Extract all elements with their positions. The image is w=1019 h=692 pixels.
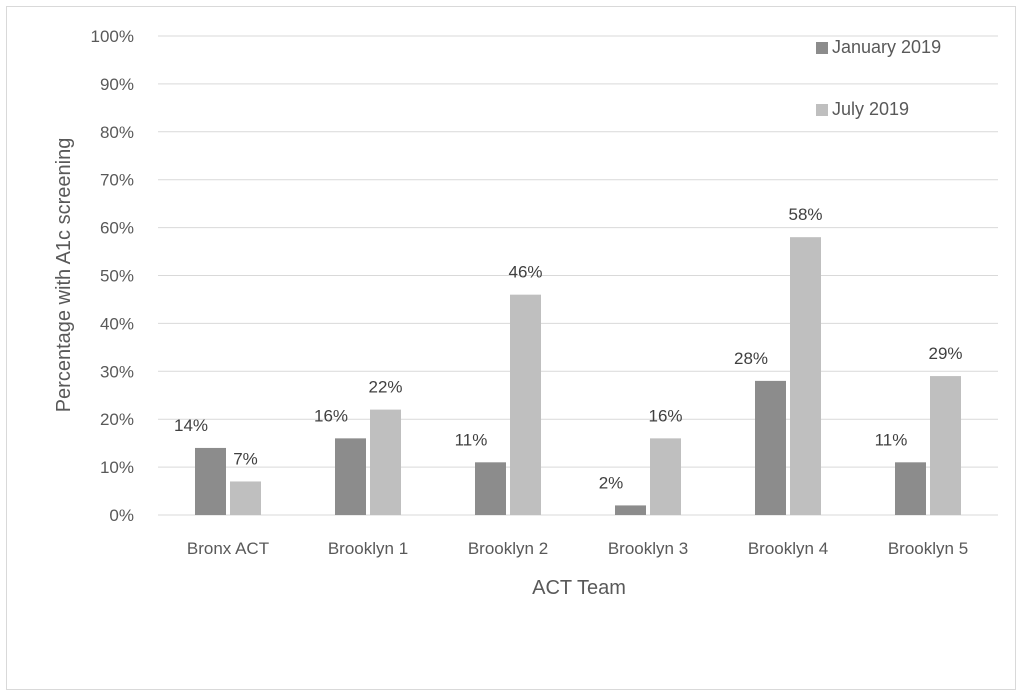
data-label: 22%	[368, 378, 402, 397]
y-tick-label: 40%	[100, 314, 134, 333]
chart-frame	[6, 6, 1016, 690]
bar-january-2019	[475, 462, 506, 515]
bar-july-2019	[790, 237, 821, 515]
data-labels: 14% 7% 16% 22% 11% 46% 2% 16% 28% 58% 11% 29%	[174, 205, 963, 492]
legend-label: July 2019	[832, 99, 909, 119]
y-tick-label: 80%	[100, 123, 134, 142]
bar-january-2019	[755, 380, 786, 515]
data-label: 11%	[455, 430, 488, 449]
y-tick-label: 100%	[91, 27, 134, 46]
x-tick-label: Brooklyn 5	[888, 539, 968, 558]
x-tick-label: Brooklyn 1	[328, 539, 408, 558]
bar-july-2019	[650, 438, 681, 515]
data-label: 29%	[928, 344, 962, 363]
data-label: 46%	[508, 263, 542, 282]
y-tick-label: 30%	[100, 362, 134, 381]
y-tick-label: 20%	[100, 410, 134, 429]
data-label: 14%	[174, 416, 208, 435]
y-tick-label: 60%	[100, 219, 134, 238]
data-label: 16%	[648, 406, 682, 425]
gridlines	[158, 35, 998, 516]
data-label: 7%	[233, 449, 258, 468]
bar-january-2019	[615, 505, 646, 515]
legend: January 2019 July 2019	[816, 37, 941, 119]
legend-swatch	[816, 104, 828, 116]
bar-july-2019	[930, 376, 961, 515]
x-tick-label: Bronx ACT	[187, 539, 269, 558]
x-tick-label: Brooklyn 2	[468, 539, 548, 558]
legend-swatch	[816, 42, 828, 54]
legend-label: January 2019	[832, 37, 941, 57]
bars	[195, 237, 961, 515]
y-tick-label: 70%	[100, 171, 134, 190]
data-label: 28%	[734, 349, 768, 368]
data-label: 16%	[314, 406, 348, 425]
y-tick-label: 0%	[109, 506, 134, 525]
bar-january-2019	[895, 462, 926, 515]
data-label: 58%	[788, 205, 822, 224]
x-tick-label: Brooklyn 4	[748, 539, 828, 558]
x-axis-ticks: Bronx ACT Brooklyn 1 Brooklyn 2 Brooklyn 3 B…	[187, 539, 968, 558]
bar-july-2019	[510, 294, 541, 515]
bar-july-2019	[370, 409, 401, 515]
y-axis-ticks: 0% 10% 20% 30% 40% 50% 60% 70% 80% 90% 100%	[91, 27, 134, 525]
data-label: 2%	[599, 473, 624, 492]
x-axis-title: ACT Team	[532, 577, 626, 599]
y-tick-label: 90%	[100, 75, 134, 94]
y-axis-title: Percentage with A1c screening	[53, 138, 75, 413]
x-tick-label: Brooklyn 3	[608, 539, 688, 558]
bar-january-2019	[335, 438, 366, 515]
y-tick-label: 10%	[100, 458, 134, 477]
bar-january-2019	[195, 447, 226, 515]
data-label: 11%	[875, 430, 908, 449]
bar-july-2019	[230, 481, 261, 515]
y-tick-label: 50%	[100, 267, 134, 286]
